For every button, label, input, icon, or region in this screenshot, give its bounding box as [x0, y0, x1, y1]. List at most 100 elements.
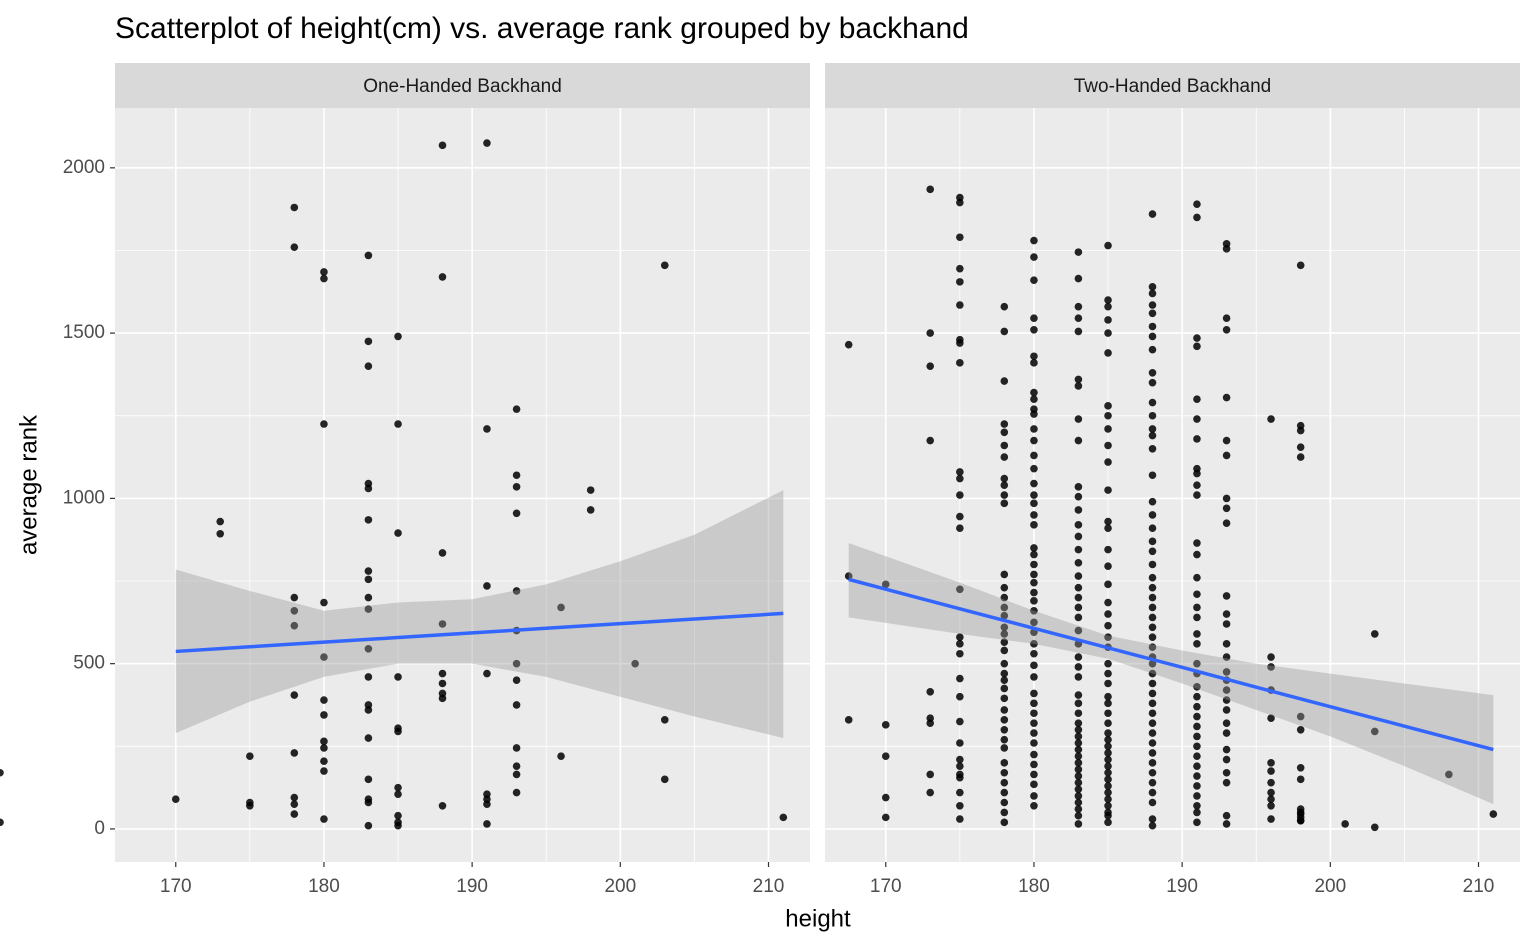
point: [364, 644, 373, 653]
point: [1030, 352, 1038, 361]
point: [1000, 716, 1009, 724]
point: [557, 752, 565, 761]
point: [438, 141, 447, 150]
point: [1104, 402, 1112, 410]
point: [512, 744, 521, 752]
point: [1222, 620, 1231, 628]
point: [1104, 729, 1112, 737]
point: [1000, 778, 1009, 787]
point: [881, 580, 890, 589]
point: [1104, 302, 1112, 311]
point: [483, 139, 491, 147]
point: [1074, 314, 1083, 323]
point: [1074, 436, 1083, 445]
x-tick-label: 170: [870, 876, 902, 897]
point: [926, 185, 935, 194]
point: [1222, 494, 1231, 503]
point: [779, 813, 788, 822]
point: [1193, 640, 1201, 648]
point: [1148, 573, 1157, 582]
point: [1104, 621, 1112, 630]
point: [1074, 583, 1083, 592]
point: [881, 793, 890, 802]
point: [1222, 811, 1231, 820]
point: [1193, 550, 1201, 559]
point: [512, 405, 521, 413]
point: [844, 340, 853, 349]
point: [1104, 441, 1112, 450]
point: [0, 818, 4, 827]
point: [1148, 719, 1157, 727]
point: [1193, 742, 1201, 751]
point: [1193, 692, 1201, 701]
point: [1148, 537, 1157, 546]
point: [1074, 673, 1083, 681]
point: [1267, 788, 1275, 797]
point: [956, 755, 964, 764]
point: [956, 359, 964, 367]
point: [394, 727, 402, 736]
point: [1104, 458, 1112, 466]
point: [1074, 732, 1083, 741]
point: [1074, 820, 1083, 828]
point: [1193, 752, 1201, 761]
point: [1000, 593, 1009, 602]
strip-background: [825, 63, 1520, 108]
point: [956, 815, 964, 823]
point: [512, 587, 521, 595]
point: [438, 679, 447, 688]
point: [1148, 283, 1157, 291]
point: [1222, 451, 1231, 460]
chart-title: Scatterplot of height(cm) vs. average ra…: [115, 12, 969, 45]
point: [1193, 702, 1201, 711]
point: [1030, 550, 1038, 559]
point: [1074, 626, 1083, 635]
confidence-band: [848, 543, 1494, 805]
point: [1148, 788, 1157, 797]
point: [1193, 782, 1201, 790]
point: [1000, 669, 1009, 678]
point: [438, 669, 447, 678]
point: [290, 691, 299, 699]
point: [290, 810, 299, 818]
point: [1296, 426, 1305, 435]
y-tick-label: 1500: [63, 322, 105, 343]
point: [1193, 772, 1201, 780]
point: [1030, 739, 1038, 747]
point: [512, 676, 521, 684]
point: [1148, 689, 1157, 698]
point: [1193, 659, 1201, 668]
point: [1148, 378, 1157, 387]
point: [1074, 765, 1083, 774]
point: [364, 567, 373, 575]
point: [1104, 755, 1112, 764]
point: [512, 483, 521, 491]
point: [1267, 663, 1275, 671]
point: [956, 674, 964, 683]
point: [1222, 314, 1231, 323]
point: [438, 549, 447, 557]
point: [1074, 785, 1083, 794]
point: [956, 649, 964, 658]
point: [1104, 742, 1112, 751]
point: [1074, 699, 1083, 708]
point: [290, 621, 299, 630]
point: [1148, 425, 1157, 433]
point: [956, 802, 964, 810]
point: [1030, 544, 1038, 552]
point: [1222, 610, 1231, 618]
point: [1222, 729, 1231, 737]
point: [483, 582, 491, 590]
point: [1222, 653, 1231, 661]
point: [1148, 643, 1157, 651]
point: [1000, 706, 1009, 714]
point: [1030, 802, 1038, 810]
point: [438, 620, 447, 628]
point: [1104, 524, 1112, 532]
point: [1193, 603, 1201, 612]
x-tick-label: 180: [1018, 876, 1050, 897]
point: [1000, 725, 1009, 734]
point: [1104, 316, 1112, 324]
point: [320, 757, 328, 765]
point: [956, 762, 964, 770]
